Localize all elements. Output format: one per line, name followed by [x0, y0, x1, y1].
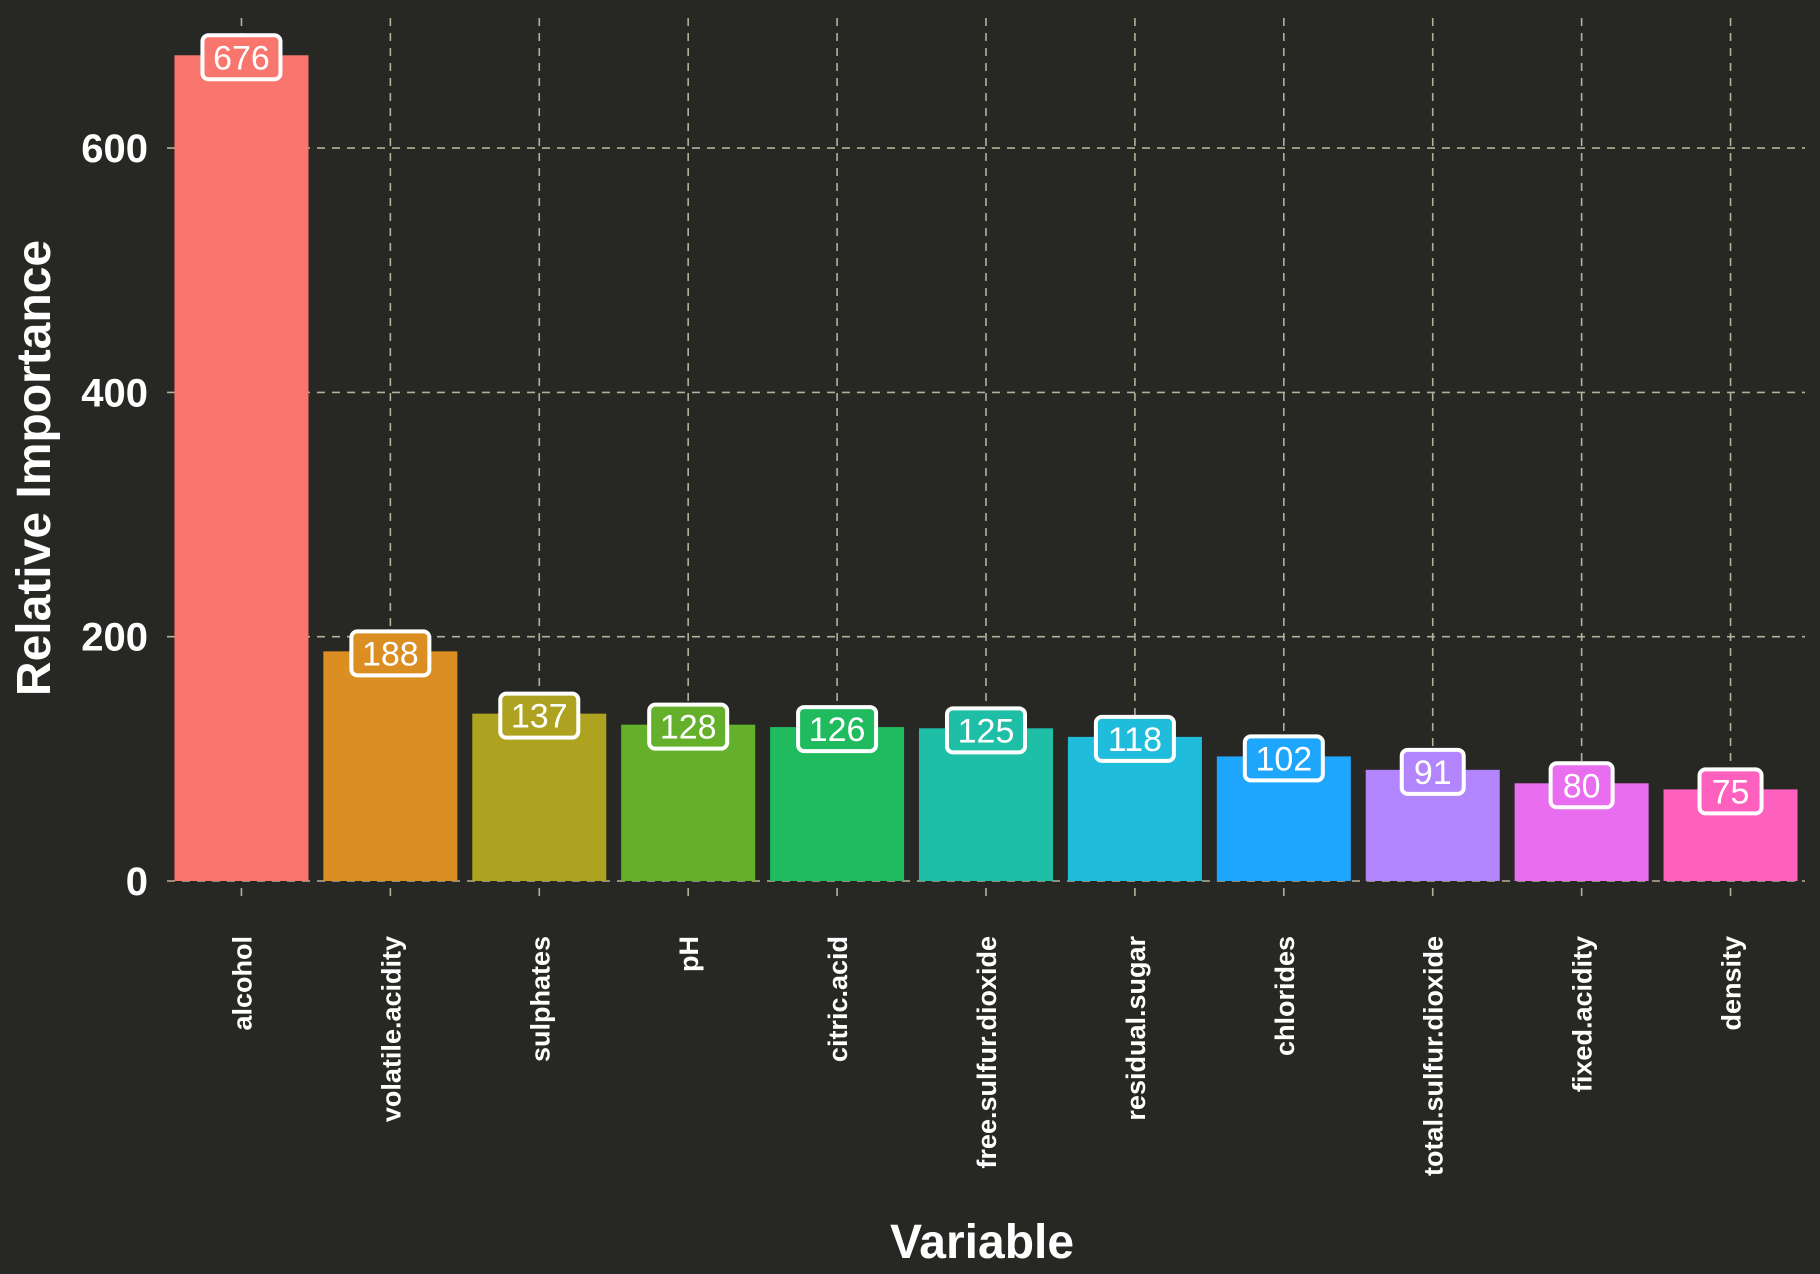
value-label-text: 80	[1563, 767, 1601, 805]
y-tick-label: 0	[126, 860, 148, 904]
y-tick-label: 200	[81, 616, 148, 660]
bars	[174, 55, 1798, 882]
value-label-text: 75	[1712, 773, 1750, 811]
value-label-box	[1548, 761, 1615, 810]
value-label-box	[1093, 714, 1176, 763]
x-axis-ticks: alcohol volatile.acidity sulphates pH citric…	[227, 936, 1746, 1177]
y-tick-label: 600	[81, 127, 148, 171]
value-label-box	[1399, 747, 1466, 796]
value-label: 188	[349, 629, 432, 678]
x-tick-label: free.sulfur.dioxide	[972, 936, 1002, 1169]
value-label: 125	[945, 706, 1027, 755]
x-tick-label: pH	[674, 936, 704, 972]
value-label-text: 91	[1414, 754, 1452, 792]
value-label: 80	[1548, 761, 1615, 810]
x-tick-label: chlorides	[1270, 936, 1300, 1056]
value-label: 91	[1399, 747, 1466, 796]
value-label-text: 102	[1255, 740, 1312, 778]
value-label: 126	[796, 705, 879, 754]
value-label-text: 676	[213, 39, 270, 77]
bar	[323, 651, 458, 881]
value-label-box	[1697, 767, 1764, 816]
value-labels: 676 188 137 128 126 125 118 102 91 80 75	[200, 33, 1764, 816]
bar	[472, 713, 607, 881]
value-label: 137	[498, 691, 581, 740]
value-label-text: 125	[958, 712, 1015, 750]
value-label-box	[1242, 734, 1325, 783]
x-tick-label: sulphates	[525, 936, 555, 1062]
value-label-box	[647, 702, 730, 751]
value-label-text: 128	[660, 709, 717, 747]
y-axis-title: Relative Importance	[8, 240, 61, 696]
x-tick-label: density	[1717, 936, 1747, 1031]
value-label: 102	[1242, 734, 1325, 783]
value-label-text: 126	[809, 711, 866, 749]
value-label: 676	[200, 33, 283, 82]
x-tick-label: total.sulfur.dioxide	[1419, 936, 1449, 1176]
bar	[174, 55, 309, 882]
value-label-text: 188	[362, 635, 419, 673]
bar	[621, 724, 756, 881]
value-label-box	[349, 629, 432, 678]
value-label: 118	[1093, 714, 1176, 763]
value-label-box	[200, 33, 283, 82]
x-tick-label: residual.sugar	[1121, 936, 1151, 1121]
x-tick-label: citric.acid	[823, 936, 853, 1062]
x-tick-label: fixed.acidity	[1568, 936, 1598, 1092]
value-label-text: 137	[511, 698, 568, 736]
value-label: 75	[1697, 767, 1764, 816]
value-label-box	[796, 705, 879, 754]
y-axis-ticks: 0 200 400 600	[81, 127, 148, 904]
x-tick-label: volatile.acidity	[376, 936, 406, 1122]
value-label-box	[945, 706, 1027, 755]
value-label-text: 118	[1108, 721, 1162, 759]
y-tick-label: 400	[81, 371, 148, 415]
value-label: 128	[647, 702, 730, 751]
x-tick-label: alcohol	[227, 936, 257, 1031]
x-axis-title: Variable	[890, 1216, 1074, 1269]
value-label-box	[498, 691, 581, 740]
